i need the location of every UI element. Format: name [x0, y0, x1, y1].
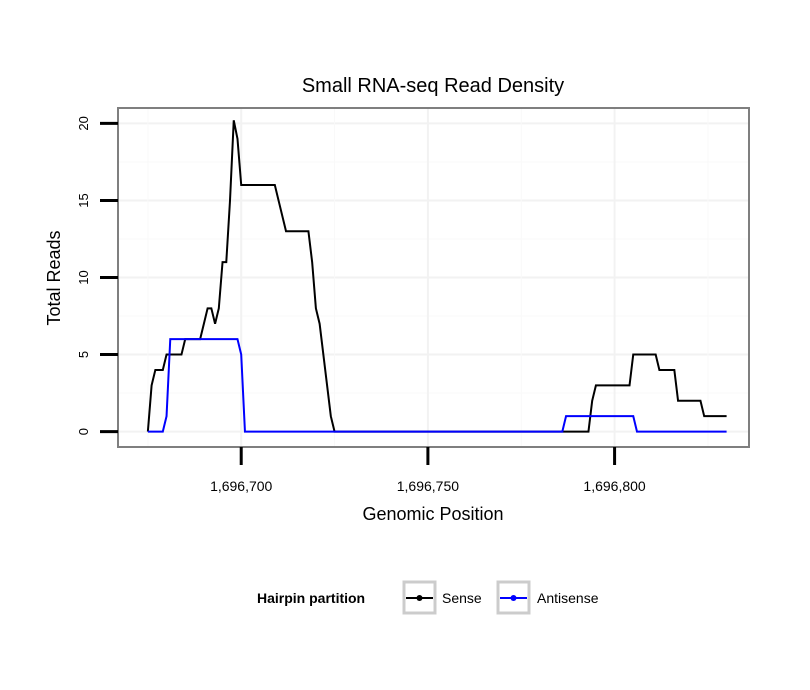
grid: [118, 108, 749, 447]
x-tick-label: 1,696,700: [210, 478, 272, 494]
y-axis-label: Total Reads: [44, 230, 64, 325]
series-line-sense: [146, 120, 727, 433]
legend-label-antisense: Antisense: [537, 590, 599, 606]
axes: 0 5 10 15 20 1,696,700 1,696,750 1,696,800: [76, 116, 646, 494]
y-tick-label: 0: [76, 428, 91, 435]
x-tick-label: 1,696,750: [397, 478, 459, 494]
y-tick-label: 20: [76, 116, 91, 130]
legend-point-sense: [416, 595, 423, 601]
series-line-antisense: [147, 338, 727, 433]
x-axis-label: Genomic Position: [362, 504, 503, 524]
x-tick-label: 1,696,800: [583, 478, 645, 494]
series-layer: [146, 120, 727, 433]
y-tick-label: 5: [76, 351, 91, 358]
legend-label-sense: Sense: [442, 590, 482, 606]
y-tick-label: 15: [76, 193, 91, 207]
chart-title: Small RNA-seq Read Density: [302, 75, 564, 97]
legend: Hairpin partition Sense Antisense: [257, 580, 599, 615]
legend-title: Hairpin partition: [257, 590, 365, 606]
y-tick-label: 10: [76, 270, 91, 284]
legend-point-antisense: [510, 595, 517, 601]
